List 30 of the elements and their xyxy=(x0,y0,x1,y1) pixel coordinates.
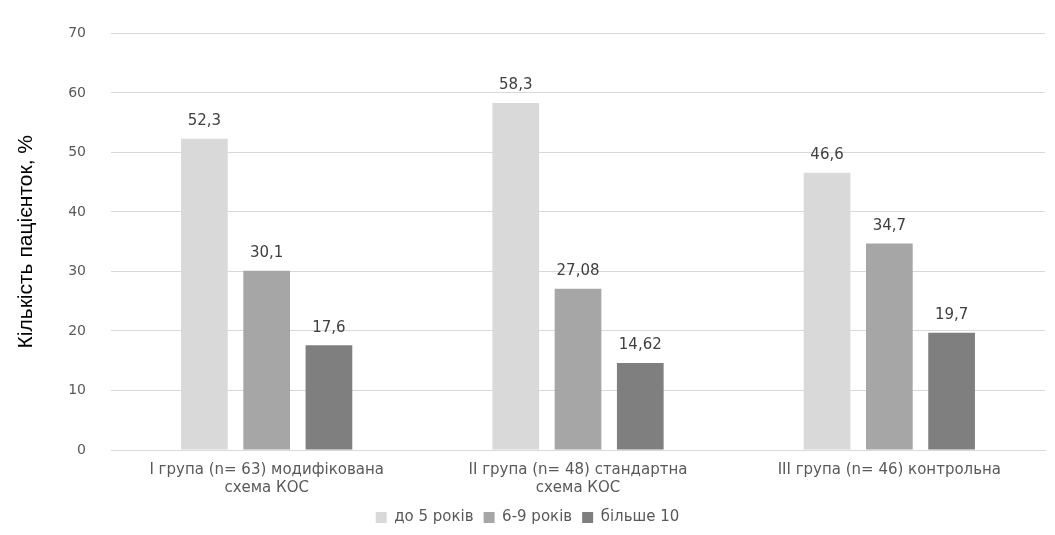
data-label: 14,62 xyxy=(618,335,662,354)
bar xyxy=(305,345,353,450)
y-tick-label: 30 xyxy=(68,262,87,279)
x-tick-label: III група (n= 46) контрольна xyxy=(777,459,1002,478)
data-label: 58,3 xyxy=(499,75,533,94)
y-tick-label: 50 xyxy=(68,143,87,160)
bar xyxy=(554,288,602,450)
legend-label: більше 10 xyxy=(600,507,680,526)
x-tick-label: II група (n= 48) стандартна схема КОС xyxy=(468,459,688,496)
bar xyxy=(865,243,913,450)
bar xyxy=(616,362,664,450)
data-label: 52,3 xyxy=(187,111,222,130)
y-tick-label: 60 xyxy=(68,83,87,100)
data-label: 19,7 xyxy=(934,305,969,324)
legend-label: до 5 років xyxy=(394,507,474,526)
data-label: 27,08 xyxy=(556,261,600,280)
y-tick-label: 40 xyxy=(68,202,87,219)
data-label: 46,6 xyxy=(810,145,844,164)
bar xyxy=(243,270,291,450)
bar xyxy=(928,332,975,450)
y-tick-label: 70 xyxy=(68,24,87,41)
y-tick-label: 0 xyxy=(77,440,87,457)
data-label: 34,7 xyxy=(872,215,907,234)
data-label: 30,1 xyxy=(249,243,284,262)
x-tick-label: I група (n= 63) модифікована схема КОС xyxy=(149,459,384,496)
y-tick-label: 10 xyxy=(68,381,87,398)
data-label: 17,6 xyxy=(312,317,346,336)
y-axis-title: Кількість пацієнток, % xyxy=(13,134,37,349)
y-tick-label: 20 xyxy=(68,321,87,338)
legend-label: 6-9 років xyxy=(502,507,573,526)
